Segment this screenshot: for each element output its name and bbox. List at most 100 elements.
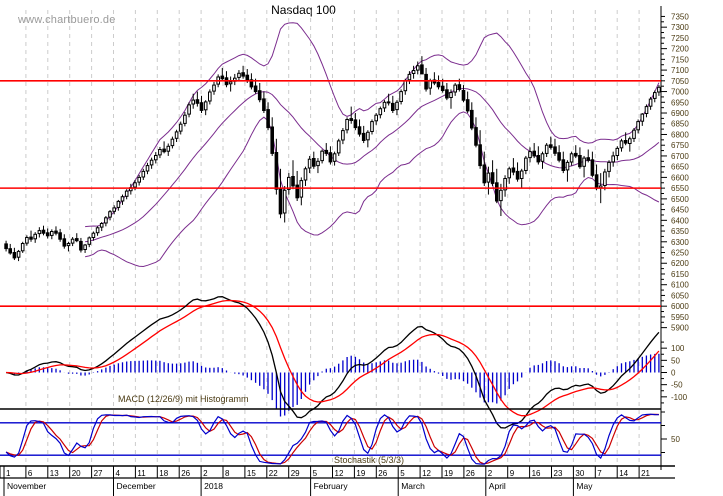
price-axis-label: 7150 (671, 55, 689, 64)
price-axis-label: 7300 (671, 23, 689, 32)
stochastic-panel-label: Stochastik (5/3/3) (334, 455, 404, 465)
candlestick-body (278, 188, 283, 215)
x-axis-month-label: December (117, 481, 156, 491)
candlestick-body (586, 157, 591, 161)
candlestick-body (191, 99, 195, 105)
candlestick-body (241, 72, 245, 77)
candlestick-body (320, 150, 324, 162)
candlestick-body (403, 80, 408, 92)
candlestick-body (187, 104, 191, 115)
x-axis-day-label: 12 (422, 469, 431, 478)
candlestick-body (644, 106, 649, 114)
candlestick-body (307, 158, 312, 169)
candlestick-body (212, 84, 216, 92)
macd-signal-line (6, 299, 660, 417)
price-axis-label: 7050 (671, 77, 689, 86)
candlestick-body (54, 230, 58, 234)
x-axis-month-label: November (7, 481, 46, 491)
chart-title-text: Nasdaq 100 (271, 3, 336, 17)
candlestick-body (149, 159, 154, 166)
candlestick-body (112, 207, 117, 212)
x-axis-day-label: 26 (466, 469, 475, 478)
price-axis-label: 6900 (671, 109, 689, 118)
candlestick-body (482, 164, 487, 184)
candlestick-body (154, 155, 158, 161)
candlestick-body (540, 153, 545, 162)
x-axis-month-label: March (401, 481, 425, 491)
candlestick-body (378, 108, 383, 116)
candlestick-body (158, 149, 162, 156)
candlestick-body (29, 236, 33, 240)
candlestick-body (391, 102, 395, 112)
candlestick-body (83, 244, 87, 250)
x-axis-day-label: 12 (335, 469, 344, 478)
price-axis-label: 6950 (671, 98, 689, 107)
candlestick-body (470, 109, 474, 129)
price-axis-label: 7000 (671, 88, 689, 97)
x-axis-month-label: May (576, 481, 593, 491)
candlestick-body (37, 230, 42, 235)
candlestick-body (262, 98, 266, 112)
candlestick-body (120, 196, 125, 202)
candlestick-body (58, 232, 62, 240)
candlestick-body (4, 243, 8, 250)
candlestick-body (312, 158, 316, 167)
candlestick-body (328, 152, 333, 163)
candlestick-body (8, 248, 12, 254)
candlestick-body (536, 155, 541, 163)
candlestick-body (465, 99, 470, 112)
stoch-axis-label: 50 (671, 435, 680, 444)
candlestick-body (199, 102, 204, 111)
candlestick-body (611, 155, 616, 163)
bollinger-lower-band (85, 111, 660, 268)
x-axis-month-label: 2018 (204, 481, 223, 491)
candlestick-body (553, 146, 557, 154)
candlestick-body (99, 223, 104, 228)
candlestick-body (578, 155, 582, 168)
price-axis-label: 7250 (671, 34, 689, 43)
x-axis-day-label: 15 (247, 469, 256, 478)
candlestick-body (324, 149, 329, 154)
candlestick-body (615, 147, 620, 156)
x-axis-day-label: 2 (203, 469, 208, 478)
candlestick-body (25, 237, 29, 244)
candlestick-body (490, 172, 495, 184)
x-axis-day-label: 27 (94, 469, 103, 478)
candlestick-body (353, 119, 358, 129)
candlestick-body (282, 189, 287, 214)
candlestick-body (266, 109, 270, 129)
candlestick-body (519, 170, 524, 179)
x-axis-day-label: 6 (28, 469, 33, 478)
candlestick-body (382, 101, 387, 109)
candlestick-body (108, 211, 112, 218)
price-axis-label: 6750 (671, 141, 689, 150)
x-axis-day-label: 20 (72, 469, 81, 478)
x-axis-day-label: 1 (6, 469, 11, 478)
x-axis-day-label: 16 (532, 469, 541, 478)
candlestick-body (407, 73, 412, 81)
bollinger-upper-band (85, 22, 660, 228)
candlestick-body (582, 157, 586, 167)
candlestick-body (549, 144, 553, 148)
candlestick-body (178, 123, 183, 132)
candlestick-body (503, 178, 507, 191)
macd-axis-label: 100 (671, 344, 685, 353)
x-axis-day-label: 19 (444, 469, 453, 478)
candlestick-body (133, 182, 137, 188)
candlestick-body (420, 64, 424, 75)
candlestick-body (623, 140, 628, 144)
price-axis-label: 5950 (671, 313, 689, 322)
candlestick-body (594, 174, 599, 189)
macd-axis-label: -50 (671, 381, 683, 390)
price-axis-label: 6050 (671, 291, 689, 300)
x-axis-day-label: 4 (116, 469, 121, 478)
price-axis-label: 6350 (671, 227, 689, 236)
x-axis-day-label: 19 (356, 469, 365, 478)
x-axis-day-label: 26 (181, 469, 190, 478)
x-axis-day-label: 13 (50, 469, 59, 478)
candlestick-body (20, 243, 25, 252)
candlestick-body (399, 91, 403, 102)
x-axis-month-label: April (489, 481, 506, 491)
candlestick-body (478, 144, 482, 167)
candlestick-body (457, 84, 462, 90)
